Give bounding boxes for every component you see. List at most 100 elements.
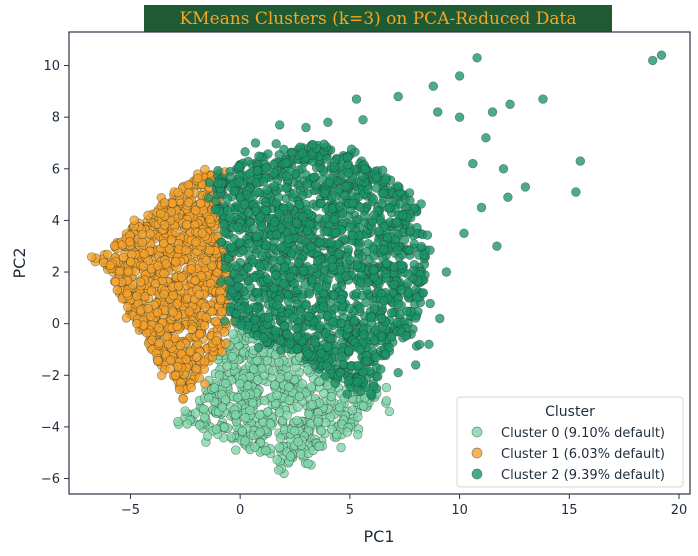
data-point — [331, 227, 341, 238]
data-point — [262, 356, 273, 366]
data-point — [345, 222, 355, 232]
data-point — [381, 396, 392, 406]
data-point — [176, 272, 187, 282]
data-point — [269, 168, 279, 178]
data-point — [233, 392, 243, 403]
data-point — [217, 307, 227, 317]
data-point — [476, 202, 487, 213]
data-point — [240, 436, 250, 446]
data-point — [187, 324, 197, 334]
data-point — [159, 220, 170, 230]
data-point — [195, 420, 205, 430]
data-point — [369, 251, 379, 261]
data-point — [249, 364, 259, 374]
data-point — [243, 276, 254, 286]
data-point — [315, 238, 325, 248]
data-point — [191, 205, 201, 216]
data-point — [125, 237, 135, 247]
data-point — [191, 364, 202, 374]
data-point — [425, 298, 435, 309]
data-point — [428, 81, 438, 91]
y-tick-label: 6 — [52, 162, 60, 177]
data-point — [369, 335, 380, 345]
data-point — [166, 235, 177, 245]
data-point — [191, 352, 202, 362]
data-point — [258, 177, 269, 187]
data-point — [239, 199, 250, 210]
data-point — [225, 172, 236, 182]
data-point — [254, 151, 264, 161]
data-point — [280, 262, 290, 272]
data-point — [173, 187, 183, 198]
data-point — [283, 371, 293, 382]
data-point — [347, 198, 358, 209]
data-point — [336, 295, 346, 305]
data-point — [381, 382, 392, 393]
legend: Cluster Cluster 0 (9.10% default) Cluste… — [456, 396, 684, 488]
data-point — [269, 283, 279, 293]
data-point — [243, 263, 253, 273]
data-point — [422, 230, 433, 240]
data-point — [656, 50, 667, 60]
data-point — [132, 318, 142, 329]
data-point — [233, 222, 243, 232]
legend-label-cluster-2: Cluster 2 (9.39% default) — [501, 468, 665, 483]
data-point — [371, 172, 382, 183]
data-point — [369, 382, 379, 392]
data-point — [321, 417, 331, 428]
legend-label-cluster-0: Cluster 0 (9.10% default) — [501, 426, 665, 441]
data-point — [297, 190, 308, 201]
data-point — [219, 327, 230, 337]
data-point — [341, 271, 351, 282]
data-point — [159, 198, 170, 208]
data-point — [313, 282, 323, 293]
data-point — [199, 404, 209, 414]
data-point — [261, 163, 271, 173]
data-point — [234, 177, 245, 187]
y-tick-label: 10 — [43, 59, 60, 74]
data-point — [185, 346, 196, 357]
data-point — [184, 306, 195, 317]
data-point — [279, 279, 289, 289]
data-point — [352, 377, 363, 387]
data-point — [304, 289, 315, 299]
data-point — [171, 227, 181, 238]
data-point — [226, 432, 237, 442]
data-point — [153, 261, 163, 271]
data-point — [492, 241, 502, 251]
data-point — [468, 158, 478, 169]
data-point — [180, 406, 190, 416]
data-point — [168, 290, 178, 301]
data-point — [182, 419, 193, 429]
data-point — [378, 165, 388, 176]
data-point — [173, 416, 183, 427]
data-point — [345, 303, 355, 313]
data-point — [343, 168, 353, 178]
data-point — [316, 348, 326, 359]
data-point — [353, 430, 363, 440]
data-point — [135, 305, 146, 315]
data-point — [86, 252, 97, 262]
data-point — [360, 164, 370, 174]
data-point — [334, 402, 345, 413]
data-point — [378, 188, 389, 198]
data-point — [129, 215, 139, 225]
data-point — [219, 422, 230, 432]
data-point — [343, 345, 354, 355]
data-point — [263, 274, 273, 285]
data-point — [294, 391, 305, 402]
data-point — [326, 391, 337, 402]
data-point — [416, 241, 427, 252]
data-point — [393, 181, 403, 191]
data-point — [257, 251, 267, 261]
data-point — [257, 363, 267, 374]
data-point — [175, 384, 185, 395]
data-point — [211, 424, 222, 434]
data-point — [386, 308, 397, 318]
data-point — [342, 427, 352, 437]
data-point — [261, 445, 271, 456]
data-point — [362, 356, 372, 366]
data-point — [424, 339, 434, 349]
data-point — [414, 339, 425, 350]
data-point — [329, 162, 339, 172]
